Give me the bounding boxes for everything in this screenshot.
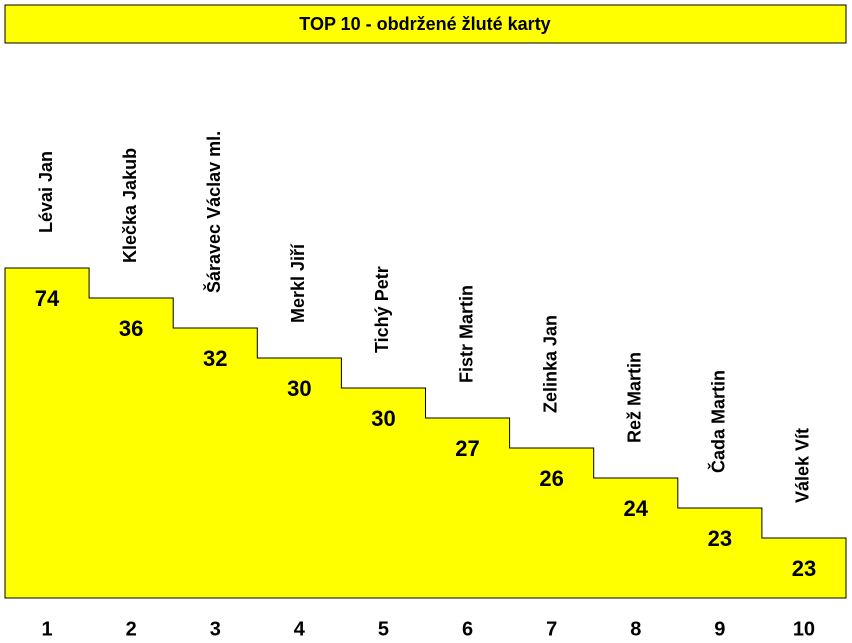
- player-name: Válek Vít: [793, 428, 813, 503]
- rank: 9: [714, 618, 725, 640]
- card-count: 26: [539, 466, 563, 491]
- card-count: 30: [371, 406, 395, 431]
- rank: 7: [546, 618, 557, 640]
- staircase-shape: [4, 267, 847, 599]
- player-name: Tichý Petr: [372, 266, 392, 353]
- rank: 5: [378, 618, 389, 640]
- card-count: 30: [287, 376, 311, 401]
- card-count: 24: [624, 496, 649, 521]
- card-count: 23: [792, 556, 816, 581]
- card-count: 27: [455, 436, 479, 461]
- player-name: Fistr Martin: [456, 285, 476, 383]
- rank: 1: [41, 618, 52, 640]
- rank: 6: [462, 618, 473, 640]
- card-count: 32: [203, 346, 227, 371]
- player-name: Rež Martin: [625, 352, 645, 443]
- player-name: Merkl Jiří: [288, 243, 308, 323]
- player-name: Lévai Jan: [36, 151, 56, 233]
- player-name: Klečka Jakub: [120, 148, 140, 263]
- rank: 2: [126, 618, 137, 640]
- title: TOP 10 - obdržené žluté karty: [299, 14, 550, 34]
- player-name: Šáravec Václav ml.: [203, 131, 224, 293]
- rank: 3: [210, 618, 221, 640]
- rank: 4: [294, 618, 306, 640]
- player-name: Zelinka Jan: [540, 315, 560, 413]
- title-box: [4, 4, 847, 44]
- rank: 10: [793, 618, 815, 640]
- card-count: 23: [708, 526, 732, 551]
- player-name: Čada Martin: [708, 370, 729, 473]
- rank: 8: [630, 618, 641, 640]
- card-count: 74: [35, 286, 60, 311]
- card-count: 36: [119, 316, 143, 341]
